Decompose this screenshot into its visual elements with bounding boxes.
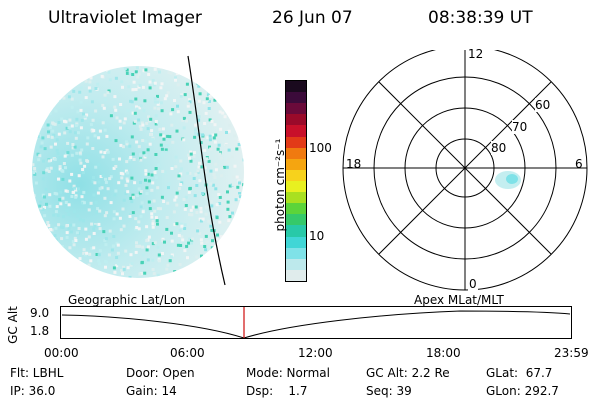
info-dsp: Dsp: 1.7: [246, 384, 308, 398]
colorbar-segment: [286, 136, 306, 148]
colorbar-tick-100: 100: [309, 141, 332, 155]
colorbar-segment: [286, 203, 306, 215]
colorbar-segment: [286, 81, 306, 93]
colorbar-label: photon cm⁻²s⁻¹: [273, 138, 287, 232]
timeline-ytick-top: 9.0: [30, 306, 50, 320]
polar-plot: [342, 50, 588, 291]
colorbar-segment: [286, 236, 306, 248]
timeline-left-title: Geographic Lat/Lon: [68, 293, 186, 307]
info-seq: Seq: 39: [366, 384, 412, 398]
info-mode: Mode: Normal: [246, 366, 330, 380]
timeline-xtick-2359: 23:59: [554, 346, 589, 360]
colorbar-segment: [286, 92, 306, 104]
timeline-xtick-0000: 00:00: [44, 346, 79, 360]
colorbar-segment: [286, 214, 306, 226]
timeline-plot: [60, 306, 572, 339]
date-label: 26 Jun 07: [272, 8, 353, 28]
timeline-xtick-0600: 06:00: [170, 346, 205, 360]
info-gain: Gain: 14: [126, 384, 177, 398]
info-glat: GLat: 67.7: [486, 366, 553, 380]
colorbar-segment: [286, 192, 306, 204]
polar-label-12: 12: [467, 47, 485, 61]
timeline-right-title: Apex MLat/MLT: [414, 293, 504, 307]
timeline-xtick-1200: 12:00: [298, 346, 333, 360]
info-glon: GLon: 292.7: [486, 384, 559, 398]
info-filter: Flt: LBHL: [10, 366, 64, 380]
polar-label-18: 18: [346, 157, 362, 171]
colorbar-segment: [286, 225, 306, 237]
polar-label-0: 0: [468, 277, 478, 291]
info-ip: IP: 36.0: [10, 384, 56, 398]
app-title: Ultraviolet Imager: [48, 8, 202, 28]
colorbar-tick-10: 10: [309, 229, 325, 243]
polar-lat-70: 70: [512, 120, 528, 134]
colorbar-segment: [286, 158, 306, 170]
colorbar-segment: [286, 169, 306, 181]
polar-label-6: 6: [575, 157, 583, 171]
time-label: 08:38:39 UT: [428, 8, 533, 28]
colorbar-segment: [286, 103, 306, 115]
info-gc-alt: GC Alt: 2.2 Re: [366, 366, 450, 380]
colorbar-segment: [286, 247, 306, 259]
info-door: Door: Open: [126, 366, 195, 380]
timeline-axis-label: GC Alt: [5, 306, 20, 344]
colorbar-segment: [286, 147, 306, 159]
colorbar-segment: [286, 258, 306, 270]
earth-disk-image: [32, 55, 244, 286]
timeline-ytick-bottom: 1.8: [30, 324, 50, 338]
colorbar-segment: [286, 114, 306, 126]
polar-lat-60: 60: [535, 98, 551, 112]
colorbar-segment: [286, 180, 306, 193]
timeline-xtick-1800: 18:00: [426, 346, 461, 360]
polar-lat-80: 80: [491, 141, 507, 155]
colorbar-segment: [286, 125, 306, 137]
terminator-line: [187, 55, 226, 286]
colorbar: [285, 80, 307, 282]
colorbar-segment: [286, 269, 306, 281]
